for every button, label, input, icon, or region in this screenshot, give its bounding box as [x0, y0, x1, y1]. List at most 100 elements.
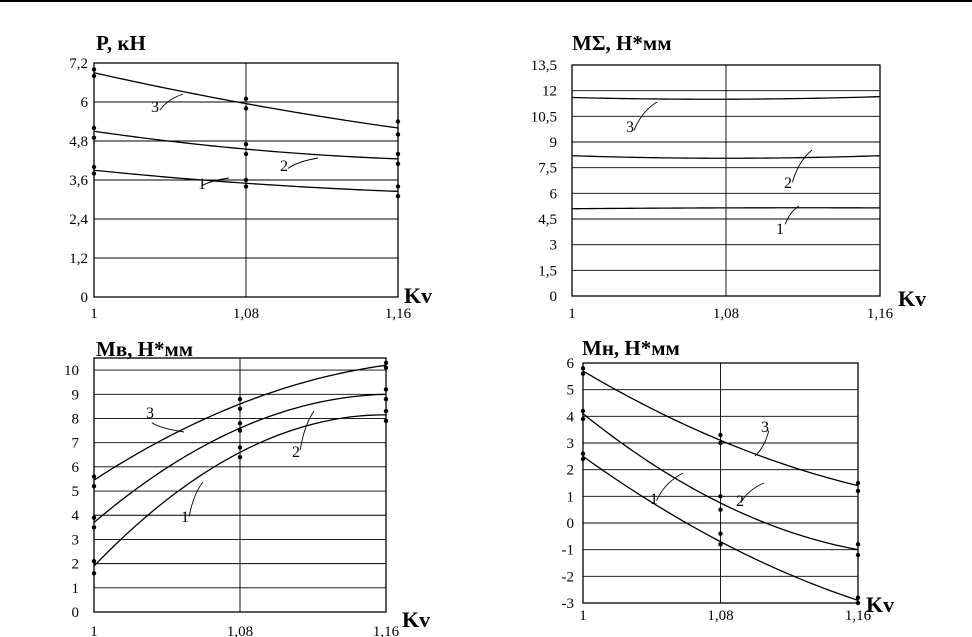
- chart3-series-1-point: [237, 454, 243, 460]
- chart2-series-2-line: [571, 155, 881, 159]
- chart1-series-2-point: [243, 142, 249, 147]
- chart1-series-3-leader: [159, 93, 184, 111]
- chart3-y-tick-label: 2: [72, 557, 80, 573]
- chart1-x-tick-label: 1: [90, 306, 98, 322]
- chart4-y-axis-label: Мн, Н*мм: [582, 336, 680, 360]
- chart2-y-tick-label: 7,5: [538, 161, 557, 177]
- chart1-series-2-leader: [287, 157, 319, 169]
- chart3-series-1-point: [237, 445, 243, 450]
- chart2-x-tick-label: 1,16: [867, 306, 894, 322]
- chart4-series-2-point: [580, 416, 586, 422]
- chart4-series-1-point: [855, 595, 861, 600]
- chart3-y-tick-label: 1: [72, 581, 80, 597]
- chart4-y-tick-label: 5: [567, 383, 575, 399]
- chart4-series-3-point: [855, 488, 861, 494]
- chart4-series-2-line: [582, 413, 859, 551]
- chart3-series-3-label: 3: [146, 405, 154, 422]
- chart4-series-2-point: [718, 507, 723, 512]
- chart1-x-tick-label: 1,08: [233, 306, 259, 322]
- chart1-x-tick-label: 1,16: [385, 306, 412, 322]
- chart2-y-tick-label: 6: [550, 186, 558, 202]
- chart1-y-tick-label: 0: [81, 290, 89, 306]
- chart4-series-3-line: [582, 370, 859, 487]
- chart1-series-3-point: [243, 96, 249, 101]
- chart3-y-tick-label: 5: [72, 484, 80, 500]
- chart3-y-axis-label: Мв, Н*мм: [96, 337, 193, 361]
- chart1-series-1-label: 1: [198, 176, 206, 193]
- chart3-series-3-leader: [151, 422, 185, 433]
- chart4-series-1-leader: [656, 472, 684, 501]
- chart3-series-3-point: [237, 406, 243, 411]
- chart4-y-tick-label: 1: [567, 489, 575, 505]
- chart3-series-1-point: [383, 418, 389, 424]
- chart4-series-3-point: [855, 480, 861, 486]
- chart1-series-3-label: 3: [151, 99, 159, 116]
- chart3-series-2-leader: [299, 410, 315, 451]
- chart3-series-1-leader: [188, 481, 204, 517]
- chart4-x-tick-label: 1: [579, 608, 587, 624]
- chart1-y-tick-label: 7,2: [69, 56, 88, 72]
- chart1-series-2-point: [243, 151, 249, 157]
- chart3-series-2-point: [383, 387, 389, 392]
- chart2-x-axis-label: Kv: [898, 286, 926, 311]
- chart1-series-2-point: [395, 161, 401, 166]
- chart3-series-2-point: [237, 428, 243, 433]
- chart3-y-tick-label: 6: [72, 460, 80, 476]
- chart3-series-2-point: [91, 525, 97, 530]
- chart3-series-3-point: [91, 474, 97, 479]
- chart4-series-3-leader: [754, 430, 770, 457]
- chart3-series-3-point: [91, 484, 97, 489]
- chart3-x-tick-label: 1,08: [227, 624, 253, 637]
- chart4-series-1-point: [718, 531, 723, 536]
- chart4-y-tick-label: -3: [562, 596, 575, 612]
- chart4-series-1-point: [580, 456, 586, 462]
- chart3-series-3-line: [93, 364, 387, 481]
- chart3-y-tick-label: 8: [72, 411, 80, 427]
- chart3-series-1-label: 1: [181, 509, 189, 526]
- chart2-series-2-label: 2: [784, 175, 792, 192]
- chart1-y-tick-label: 2,4: [69, 212, 88, 228]
- chart2-y-tick-label: 3: [550, 238, 558, 254]
- chart3-series-2-point: [237, 421, 243, 426]
- chart2-series-1-label: 1: [776, 221, 784, 238]
- chart2-series-1-leader: [784, 205, 800, 225]
- chart1-series-2-line: [93, 130, 399, 160]
- chart4-series-3-point: [718, 432, 723, 438]
- chart2-y-tick-label: 0: [550, 289, 558, 305]
- chart4-x-axis-label: Kv: [866, 592, 894, 617]
- chart3-series-2-point: [383, 396, 389, 402]
- chart1-series-2-label: 2: [280, 158, 288, 175]
- chart1-series-1-point: [91, 171, 97, 176]
- chart3-series-3-point: [237, 396, 243, 402]
- chart4-series-1-label: 1: [650, 491, 658, 508]
- chart4-series-1-point: [855, 600, 861, 606]
- chart4-series-2-point: [580, 408, 586, 414]
- chart4-series-1-point: [580, 451, 586, 456]
- chart1-x-axis-label: Kv: [404, 283, 432, 308]
- chart3-x-tick-label: 1,16: [373, 624, 400, 637]
- chart3-y-tick-label: 9: [72, 387, 80, 403]
- chart1-series-1-point: [91, 164, 97, 170]
- chart4-y-tick-label: -2: [562, 569, 575, 585]
- chart4-series-2-point: [718, 494, 723, 499]
- chart2-y-tick-label: 13,5: [531, 58, 557, 74]
- chart2-y-tick-label: 10,5: [531, 109, 557, 125]
- chart4-series-2-label: 2: [736, 493, 744, 510]
- chart2-y-tick-label: 12: [542, 84, 557, 100]
- chart4-series-3-label: 3: [761, 419, 769, 436]
- chart4-series-2-point: [855, 552, 861, 558]
- chart1-series-1-line: [93, 169, 399, 193]
- chart1-y-tick-label: 4,8: [69, 134, 88, 150]
- chart2-series-3-leader: [633, 101, 658, 131]
- chart4-series-2-point: [855, 542, 861, 547]
- chart1-series-3-point: [91, 67, 97, 72]
- chart1-y-tick-label: 1,2: [69, 251, 88, 267]
- chart2-plot-frame: [571, 64, 881, 297]
- chart1-series-3-point: [395, 119, 401, 124]
- chart3-series-1-point: [91, 559, 97, 564]
- chart3-series-3-point: [383, 365, 389, 370]
- chart2-y-tick-label: 4,5: [538, 212, 557, 228]
- chart1-y-tick-label: 3,6: [69, 173, 88, 189]
- chart1-y-axis-label: P, кН: [96, 31, 146, 55]
- chart4-y-tick-label: 6: [567, 356, 575, 372]
